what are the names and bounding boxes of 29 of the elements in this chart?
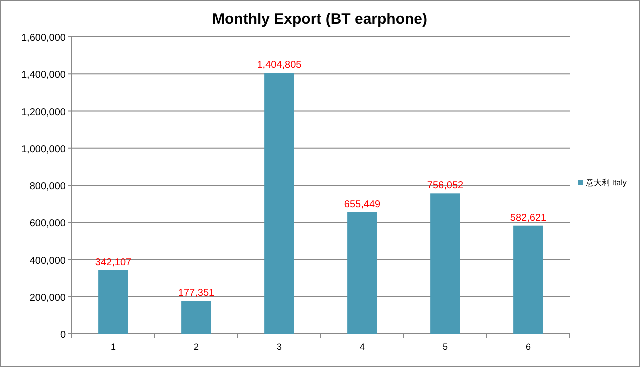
y-tick-label: 1,000,000 bbox=[22, 144, 66, 156]
x-tick-label: 2 bbox=[194, 342, 200, 352]
x-tick-label: 3 bbox=[276, 342, 282, 352]
bar bbox=[98, 270, 128, 334]
x-tick-label: 4 bbox=[360, 342, 366, 352]
x-tick-label: 1 bbox=[110, 342, 116, 352]
bar bbox=[182, 301, 212, 334]
bar bbox=[514, 226, 544, 334]
x-tick-label: 6 bbox=[526, 342, 532, 352]
data-label: 342,107 bbox=[95, 257, 132, 268]
bar bbox=[264, 73, 294, 334]
legend-label: 意大利 Italy bbox=[585, 178, 627, 188]
data-label: 1,404,805 bbox=[257, 60, 302, 72]
y-tick-label: 600,000 bbox=[30, 218, 66, 230]
data-label: 756,052 bbox=[427, 180, 464, 192]
x-tick-label: 5 bbox=[442, 342, 448, 352]
data-label: 655,449 bbox=[344, 199, 382, 210]
bar bbox=[430, 194, 460, 334]
y-tick-label: 400,000 bbox=[30, 256, 66, 267]
y-tick-label: 800,000 bbox=[30, 182, 66, 192]
data-label: 177,351 bbox=[178, 288, 216, 300]
y-tick-label: 1,200,000 bbox=[22, 107, 66, 118]
y-tick-label: 1,600,000 bbox=[22, 33, 66, 44]
data-label: 582,621 bbox=[510, 212, 548, 224]
y-tick-label: 200,000 bbox=[30, 292, 66, 304]
y-tick-label: 1,400,000 bbox=[22, 70, 66, 82]
bar bbox=[348, 212, 378, 334]
y-tick-label: 0 bbox=[60, 330, 66, 341]
chart-title: Monthly Export (BT earphone) bbox=[212, 11, 428, 28]
